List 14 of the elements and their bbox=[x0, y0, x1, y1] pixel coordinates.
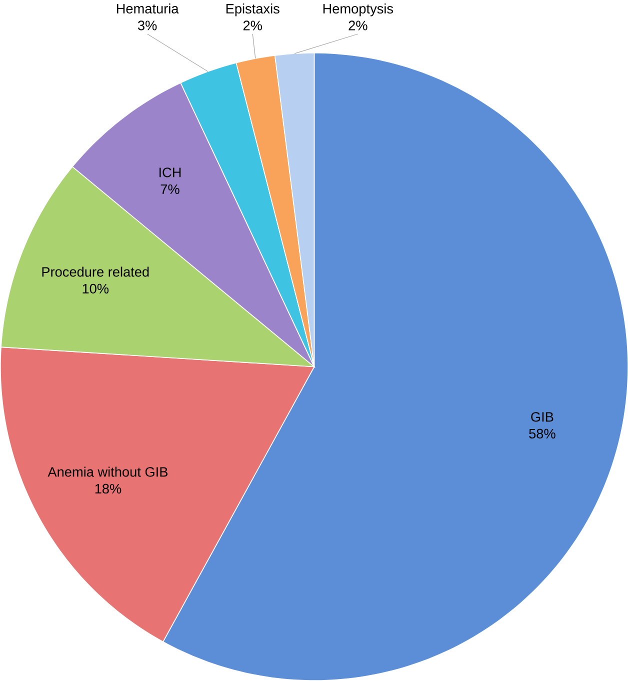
slice-label: Anemia without GIB bbox=[48, 466, 168, 477]
data-label: 58% bbox=[528, 428, 556, 439]
slice-label: Hematuria bbox=[116, 3, 179, 14]
data-label: 3% bbox=[138, 20, 156, 30]
slice-label: GIB bbox=[530, 412, 553, 422]
data-label: 2% bbox=[243, 20, 262, 30]
slice-label: Procedure related bbox=[42, 266, 148, 277]
slice-label: Hemoptysis bbox=[323, 4, 393, 16]
data-label: 10% bbox=[82, 284, 108, 294]
slice-label: Epistaxis bbox=[226, 4, 280, 16]
slice-label: ICH bbox=[159, 168, 180, 178]
data-label: 18% bbox=[95, 484, 121, 494]
data-label: 2% bbox=[348, 20, 368, 30]
data-label: 7% bbox=[160, 184, 180, 194]
